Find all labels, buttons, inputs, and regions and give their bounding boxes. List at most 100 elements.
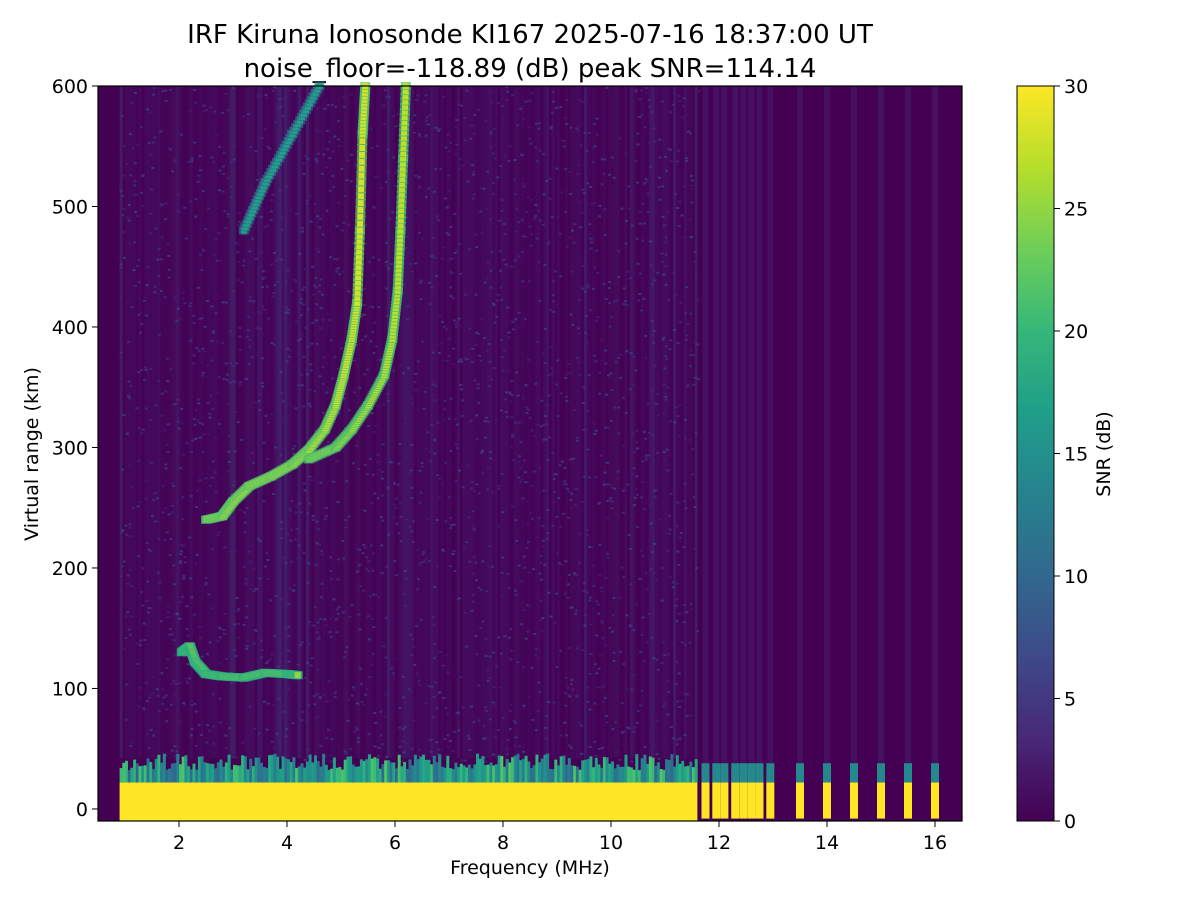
- noise-cell: [238, 383, 242, 386]
- clutter-edge-cell: [516, 753, 520, 783]
- noise-cell: [664, 265, 668, 268]
- noise-cell: [479, 359, 483, 362]
- noise-cell: [442, 697, 446, 700]
- noise-cell: [612, 651, 616, 654]
- noise-cell: [567, 236, 571, 239]
- noise-cell: [227, 461, 231, 464]
- noise-cell: [589, 247, 593, 250]
- noise-cell: [281, 115, 285, 118]
- noise-cell: [553, 490, 557, 493]
- noise-cell: [639, 704, 643, 707]
- noise-cell: [156, 571, 160, 574]
- noise-cell: [252, 590, 256, 593]
- noise-cell: [552, 701, 556, 704]
- noise-cell: [550, 216, 554, 219]
- channel-column: [823, 782, 831, 819]
- noise-cell: [170, 749, 174, 752]
- clutter-edge-cell: [600, 767, 604, 783]
- noise-cell: [257, 732, 261, 735]
- trace-cell: [395, 279, 402, 286]
- noise-cell: [467, 737, 471, 740]
- noise-cell: [259, 251, 263, 254]
- noise-cell: [569, 126, 573, 129]
- noise-cell: [622, 287, 626, 290]
- noise-cell: [266, 457, 270, 460]
- noise-cell: [384, 693, 388, 696]
- noise-cell: [417, 176, 421, 179]
- noise-cell: [157, 333, 161, 336]
- noise-cell: [165, 720, 169, 723]
- noise-cell: [608, 626, 612, 629]
- noise-cell: [464, 293, 468, 296]
- noise-cell: [471, 361, 475, 364]
- clutter-edge-cell: [343, 759, 347, 783]
- noise-cell: [360, 701, 364, 704]
- noise-cell: [188, 305, 192, 308]
- noise-cell: [347, 515, 351, 518]
- clutter-edge-cell: [508, 762, 512, 783]
- noise-cell: [522, 235, 526, 238]
- noise-cell: [436, 128, 440, 131]
- noise-cell: [626, 726, 630, 729]
- channel-noise: [767, 86, 774, 764]
- noise-cell: [189, 339, 193, 342]
- noise-cell: [546, 404, 550, 407]
- noise-cell: [233, 450, 237, 453]
- noise-column: [478, 86, 482, 759]
- noise-cell: [567, 363, 571, 366]
- clutter-edge-cell: [694, 759, 698, 783]
- noise-cell: [174, 758, 178, 761]
- noise-cell: [544, 415, 548, 418]
- noise-cell: [280, 527, 284, 530]
- noise-cell: [437, 351, 441, 354]
- noise-cell: [269, 599, 273, 602]
- noise-cell: [305, 714, 309, 717]
- noise-cell: [287, 603, 291, 606]
- noise-cell: [475, 483, 479, 486]
- noise-cell: [351, 686, 355, 689]
- noise-cell: [686, 323, 690, 326]
- noise-cell: [164, 89, 168, 92]
- noise-cell: [582, 428, 586, 431]
- noise-cell: [643, 746, 647, 749]
- noise-cell: [435, 215, 439, 218]
- noise-cell: [675, 620, 679, 623]
- noise-cell: [266, 660, 270, 663]
- noise-cell: [449, 397, 453, 400]
- noise-cell: [456, 320, 460, 323]
- noise-cell: [315, 668, 319, 671]
- noise-cell: [508, 728, 512, 731]
- noise-cell: [640, 689, 644, 692]
- noise-cell: [606, 374, 610, 377]
- noise-cell: [532, 217, 536, 220]
- noise-cell: [569, 746, 573, 749]
- noise-column: [562, 86, 566, 759]
- noise-cell: [652, 127, 656, 130]
- noise-column: [459, 86, 463, 759]
- noise-cell: [492, 304, 496, 307]
- clutter-edge-cell: [135, 763, 139, 783]
- trace-cell: [394, 283, 401, 290]
- noise-cell: [487, 343, 491, 346]
- noise-cell: [683, 482, 687, 485]
- noise-cell: [137, 371, 141, 374]
- noise-cell: [135, 407, 139, 410]
- clutter-edge-cell: [149, 762, 153, 783]
- noise-cell: [120, 565, 124, 568]
- noise-cell: [303, 489, 307, 492]
- noise-cell: [609, 316, 613, 319]
- noise-cell: [167, 268, 171, 271]
- noise-cell: [635, 493, 639, 496]
- noise-column: [651, 86, 655, 759]
- noise-cell: [181, 595, 185, 598]
- noise-cell: [286, 649, 290, 652]
- noise-cell: [535, 536, 539, 539]
- noise-cell: [558, 232, 562, 235]
- noise-cell: [315, 631, 319, 634]
- noise-cell: [147, 548, 151, 551]
- noise-cell: [155, 688, 159, 691]
- noise-cell: [546, 509, 550, 512]
- noise-column: [548, 86, 552, 759]
- clutter-edge-cell: [276, 756, 280, 783]
